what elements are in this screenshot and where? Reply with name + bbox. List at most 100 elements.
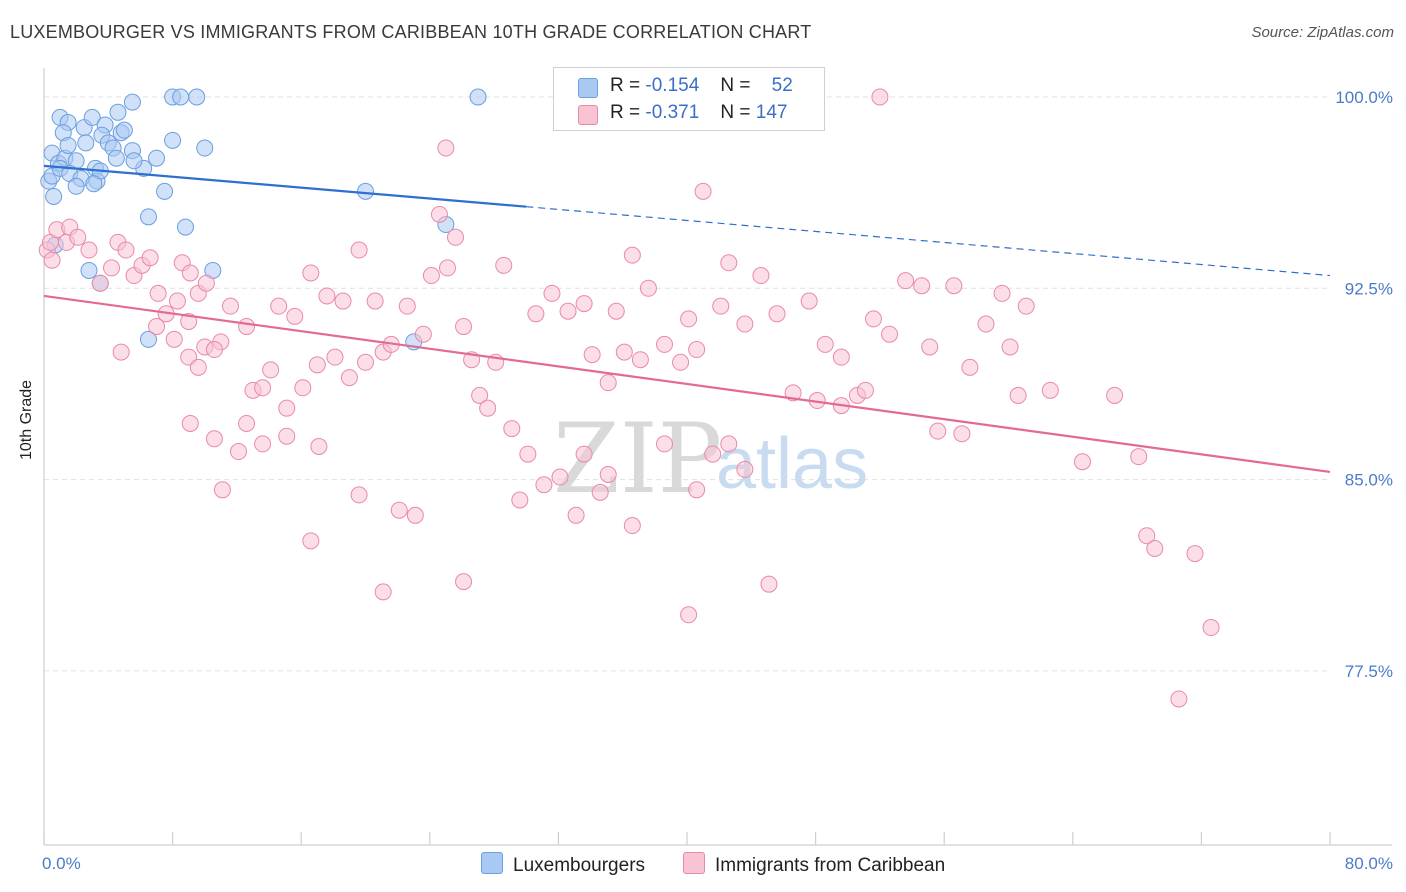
point-luxembourgers <box>188 88 206 106</box>
point-caribbean <box>856 381 874 399</box>
point-caribbean <box>238 414 256 432</box>
point-caribbean <box>631 351 649 369</box>
point-caribbean <box>308 356 326 374</box>
point-luxembourgers <box>109 103 127 121</box>
point-caribbean <box>871 88 889 106</box>
point-caribbean <box>599 374 617 392</box>
point-caribbean <box>270 297 288 315</box>
point-caribbean <box>800 292 818 310</box>
point-caribbean <box>149 284 167 302</box>
point-luxembourgers <box>172 88 190 106</box>
point-luxembourgers <box>123 93 141 111</box>
tick-labels: 100.0% 92.5% 85.0% 77.5% 0.0% 80.0% <box>42 88 1393 873</box>
point-caribbean <box>720 254 738 272</box>
point-luxembourgers <box>176 218 194 236</box>
point-caribbean <box>168 292 186 310</box>
point-caribbean <box>254 379 272 397</box>
point-caribbean <box>334 292 352 310</box>
point-luxembourgers <box>115 121 133 139</box>
point-caribbean <box>165 330 183 348</box>
legend-r-value: -0.371 <box>645 102 700 123</box>
trend-line-luxembourgers <box>43 164 527 208</box>
point-caribbean <box>180 312 198 330</box>
point-caribbean <box>881 325 899 343</box>
point-caribbean <box>921 338 939 356</box>
point-caribbean <box>672 353 690 371</box>
x-tick-label: 80.0% <box>1345 854 1393 873</box>
trend-lines <box>43 164 1331 474</box>
point-caribbean <box>318 287 336 305</box>
y-tick-label: 100.0% <box>1335 88 1393 107</box>
trend-line-caribbean <box>43 294 1331 474</box>
point-caribbean <box>551 468 569 486</box>
point-luxembourgers <box>469 88 487 106</box>
point-caribbean <box>567 506 585 524</box>
point-caribbean <box>455 573 473 591</box>
point-caribbean <box>374 583 392 601</box>
point-caribbean <box>430 205 448 223</box>
point-caribbean <box>1073 453 1091 471</box>
point-caribbean <box>205 430 223 448</box>
point-caribbean <box>688 481 706 499</box>
point-caribbean <box>694 182 712 200</box>
point-caribbean <box>575 295 593 313</box>
point-caribbean <box>680 310 698 328</box>
legend-r-value: -0.154 <box>645 75 700 96</box>
point-caribbean <box>350 241 368 259</box>
point-caribbean <box>864 310 882 328</box>
point-caribbean <box>286 307 304 325</box>
point-caribbean <box>471 386 489 404</box>
stats-legend: R = -0.154 N = 52 R = -0.371 N = 147 <box>553 67 825 131</box>
legend-n-value: 52 <box>771 75 793 96</box>
point-caribbean <box>197 274 215 292</box>
point-luxembourgers <box>156 182 174 200</box>
point-caribbean <box>945 277 963 295</box>
point-caribbean <box>583 346 601 364</box>
point-caribbean <box>141 249 159 267</box>
point-caribbean <box>655 435 673 453</box>
point-luxembourgers <box>67 177 85 195</box>
point-caribbean <box>1186 545 1204 563</box>
trend-line-luxembourgers-extension <box>526 206 1331 277</box>
point-caribbean <box>437 139 455 157</box>
point-caribbean <box>390 501 408 519</box>
point-caribbean <box>527 305 545 323</box>
legend-r-label: R = <box>610 75 641 96</box>
point-caribbean <box>350 486 368 504</box>
point-luxembourgers <box>85 175 103 193</box>
point-caribbean <box>238 318 256 336</box>
point-luxembourgers <box>148 149 166 167</box>
legend-swatch-pink <box>578 105 598 125</box>
legend-item-luxembourgers[interactable]: Luxembourgers <box>481 852 645 877</box>
point-caribbean <box>760 575 778 593</box>
point-caribbean <box>752 267 770 285</box>
point-caribbean <box>1041 381 1059 399</box>
point-caribbean <box>1001 338 1019 356</box>
point-caribbean <box>1202 619 1220 637</box>
legend-label: Luxembourgers <box>513 855 646 876</box>
point-caribbean <box>575 445 593 463</box>
point-caribbean <box>535 476 553 494</box>
point-caribbean <box>294 379 312 397</box>
point-caribbean <box>357 353 374 371</box>
y-tick-label: 85.0% <box>1345 471 1393 490</box>
point-caribbean <box>406 506 424 524</box>
point-luxembourgers <box>80 261 98 279</box>
legend-item-caribbean[interactable]: Immigrants from Caribbean <box>683 852 945 877</box>
point-caribbean <box>591 483 609 501</box>
point-caribbean <box>117 241 135 259</box>
point-caribbean <box>340 369 358 387</box>
point-caribbean <box>1170 690 1188 708</box>
point-caribbean <box>623 246 641 264</box>
point-caribbean <box>993 284 1011 302</box>
legend-r-label: R = <box>610 102 641 123</box>
point-caribbean <box>438 259 456 277</box>
chart-title: LUXEMBOURGER VS IMMIGRANTS FROM CARIBBEA… <box>10 22 812 42</box>
point-caribbean <box>559 302 577 320</box>
point-caribbean <box>278 427 296 445</box>
point-caribbean <box>80 241 98 259</box>
point-caribbean <box>205 341 223 359</box>
point-caribbean <box>254 435 272 453</box>
legend-swatch-blue <box>481 852 503 874</box>
point-caribbean <box>414 325 432 343</box>
